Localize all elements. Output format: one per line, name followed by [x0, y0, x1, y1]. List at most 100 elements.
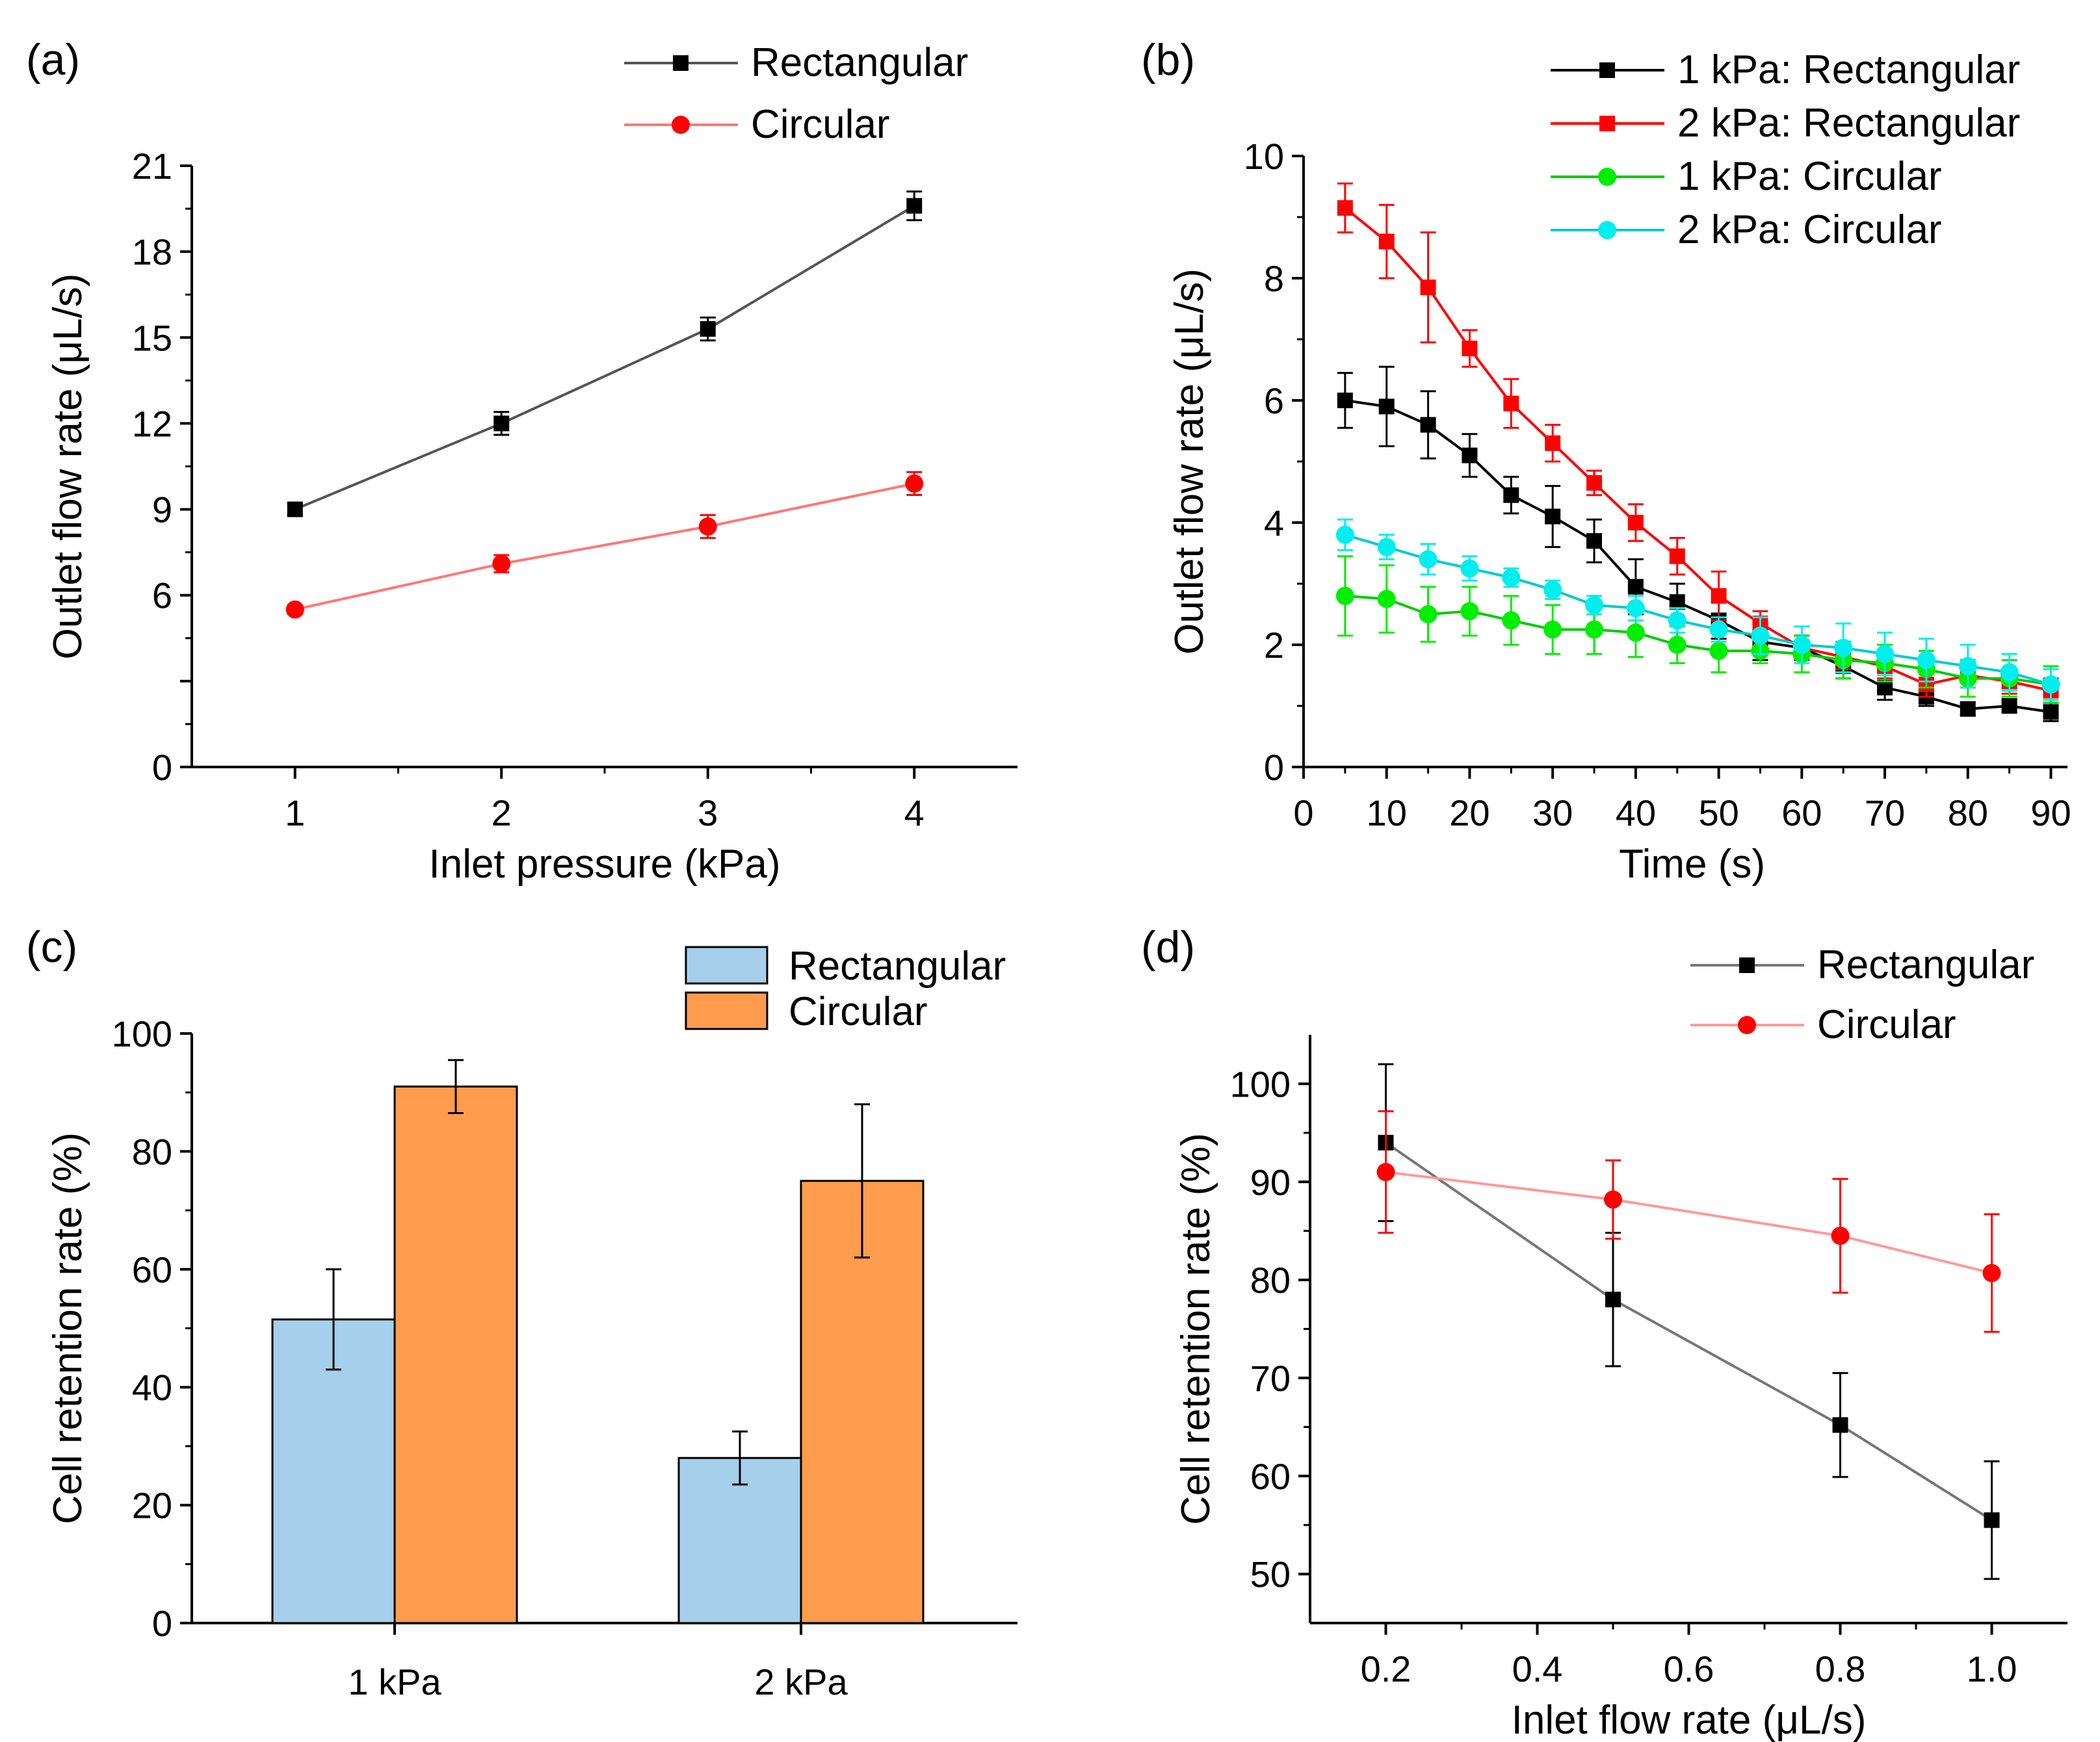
y-tick-label: 60 [1250, 1456, 1291, 1497]
data-point [1669, 548, 1685, 564]
y-tick-label: 15 [132, 317, 172, 358]
data-point [1627, 515, 1644, 530]
data-point [1419, 605, 1437, 623]
series-circular [285, 471, 924, 619]
y-axis-title: Cell retention rate (%) [1174, 1133, 1218, 1525]
y-tick-label: 12 [132, 403, 172, 444]
y-tick-label: 80 [132, 1131, 172, 1172]
data-point [1419, 550, 1437, 569]
x-tick-label: 0.6 [1664, 1648, 1714, 1689]
series-line [1385, 1141, 1993, 1522]
chart-b: 0 2 4 6 8 10 0 10 20 30 40 50 60 70 80 90 Time (s) Outlet… [1167, 47, 2071, 887]
data-point [1586, 474, 1603, 491]
panel-label-d: (d) [1141, 922, 1195, 972]
data-point [1502, 568, 1521, 587]
data-point [1378, 398, 1395, 415]
data-point [1502, 611, 1521, 630]
x-tick-label: 60 [1781, 792, 1822, 833]
data-point [1377, 590, 1396, 608]
legend-label: Circular [1817, 1002, 1956, 1047]
series-line [1345, 533, 2052, 686]
data-point [700, 321, 716, 337]
data-point [1335, 586, 1354, 605]
data-point [1709, 620, 1728, 639]
series-1-kpa-circular [1335, 555, 2060, 704]
y-tick-label: 20 [132, 1485, 172, 1526]
data-point [1605, 1292, 1621, 1308]
y-tick-label: 8 [1264, 258, 1284, 299]
legend-label: 1 kPa: Circular [1677, 154, 1942, 199]
data-point [2041, 675, 2060, 694]
series-line [1385, 1171, 1992, 1275]
panel-label-a: (a) [26, 35, 80, 84]
series-2-kpa-circular [1335, 518, 2060, 701]
y-tick-label: 4 [1264, 502, 1284, 543]
data-point [1337, 393, 1353, 408]
x-tick-label: 0.8 [1815, 1648, 1866, 1689]
legend-label: Rectangular [1817, 942, 2034, 987]
y-tick-label: 90 [1250, 1162, 1291, 1202]
data-point [1378, 233, 1395, 250]
data-point [1668, 636, 1687, 654]
y-tick-label: 2 [1264, 625, 1284, 666]
data-point [1585, 595, 1604, 614]
legend-label: 1 kPa: Rectangular [1677, 47, 2020, 92]
y-tick-label: 0 [1264, 747, 1284, 788]
data-point [1982, 1264, 2001, 1282]
data-point [1503, 395, 1519, 411]
legend-label: 2 kPa: Rectangular [1677, 101, 2020, 146]
x-tick-label: 40 [1616, 792, 1656, 833]
x-tick-label: 1 kPa [348, 1661, 441, 1702]
legend-label: Circular [789, 989, 928, 1034]
legend-marker [1599, 116, 1615, 131]
legend-swatch [685, 946, 768, 985]
legend-marker [1599, 62, 1615, 78]
legend-marker [672, 116, 690, 134]
y-tick-label: 50 [1250, 1554, 1291, 1595]
data-point [1917, 651, 1936, 670]
data-point [1709, 642, 1728, 660]
data-point [1958, 656, 1977, 675]
data-point [1376, 1163, 1395, 1182]
y-axis-title: Cell retention rate (%) [46, 1132, 90, 1524]
data-point [1604, 1190, 1622, 1209]
data-point [1792, 636, 1811, 654]
data-point [1420, 280, 1436, 296]
data-point [1586, 533, 1603, 549]
y-tick-label: 10 [1244, 136, 1284, 177]
legend-marker [673, 55, 689, 71]
x-axis-title: Inlet pressure (kPa) [429, 842, 781, 887]
bar-rectangular-2-kpa [677, 1457, 802, 1624]
data-point [1960, 701, 1976, 717]
data-point [1831, 1227, 1850, 1245]
x-tick-label: 0 [1293, 792, 1313, 833]
y-tick-label: 100 [112, 1013, 172, 1054]
data-point [1335, 525, 1354, 544]
panel-label-c: (c) [26, 922, 77, 972]
data-point [1337, 200, 1353, 216]
data-point [1585, 620, 1604, 639]
y-tick-label: 18 [132, 231, 172, 272]
data-point [285, 600, 304, 619]
y-axis-title: Outlet flow rate (μL/s) [46, 274, 90, 660]
data-point [1460, 559, 1479, 578]
series-line [294, 204, 915, 511]
data-point [698, 517, 717, 536]
legend-marker [1598, 221, 1616, 239]
series-line [295, 482, 915, 611]
data-point [1420, 417, 1436, 433]
y-tick-label: 0 [152, 747, 172, 788]
data-point [1460, 602, 1479, 621]
legend-swatch [685, 991, 768, 1030]
y-tick-label: 70 [1250, 1358, 1291, 1399]
x-tick-label: 50 [1698, 792, 1739, 833]
data-point [2001, 698, 2017, 714]
data-point [1668, 611, 1687, 630]
x-tick-label: 70 [1865, 792, 1905, 833]
chart-c: 0 20 40 60 80 100 Cell retention rate (%) 1 kPa… [46, 944, 1017, 1702]
legend-marker [1739, 957, 1755, 973]
x-axis-title: Inlet flow rate (μL/s) [1512, 1698, 1867, 1742]
y-tick-label: 60 [132, 1249, 172, 1290]
